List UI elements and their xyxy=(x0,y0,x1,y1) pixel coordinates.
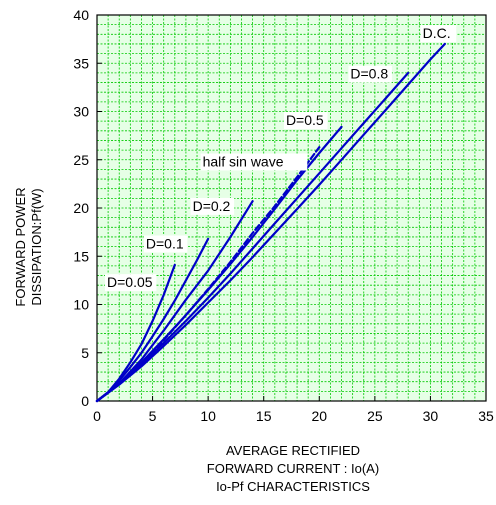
grid xyxy=(97,15,486,401)
y-tick-label: 10 xyxy=(73,297,89,313)
series-line-d-0-1 xyxy=(95,237,210,403)
x-axis-label-line1: AVERAGE RECTIFIED xyxy=(226,443,360,458)
chart-caption: Io-Pf CHARACTERISTICS xyxy=(216,479,370,494)
series-annotations: D.C. D=0.8 D=0.5 half sin wave D=0.2 D=0.1 D=0… xyxy=(105,25,457,292)
series-lines xyxy=(95,42,446,403)
annotation-bg xyxy=(190,197,235,215)
x-tick-label: 10 xyxy=(200,408,216,424)
y-tick-label: 35 xyxy=(73,55,89,71)
annotation-bg xyxy=(283,112,328,130)
x-tick-label: 25 xyxy=(367,408,383,424)
y-axis: 0 5 10 15 20 25 30 35 40 xyxy=(73,7,102,409)
annotation-bg xyxy=(200,153,308,171)
annotation-half-sin-wave: half sin wave xyxy=(203,154,284,170)
y-tick-label: 20 xyxy=(73,200,89,216)
y-axis-label-line2: DISSIPATION:Pf(W) xyxy=(29,188,44,305)
annotation-bg xyxy=(420,25,457,43)
y-tick-label: 40 xyxy=(73,7,89,23)
x-tick-label: 35 xyxy=(478,408,494,424)
y-tick-label: 5 xyxy=(81,345,89,361)
x-tick-label: 15 xyxy=(256,408,272,424)
annotation-bg xyxy=(143,235,188,253)
series-line-d-0-5 xyxy=(95,125,343,403)
y-axis-label-line1: FORWARD POWER xyxy=(13,187,28,306)
x-axis-label-line2: FORWARD CURRENT : Io(A) xyxy=(207,461,379,476)
y-tick-label: 25 xyxy=(73,152,89,168)
x-axis: 0 5 10 15 20 25 30 35 xyxy=(93,396,494,424)
annotation-d-0-8: D=0.8 xyxy=(350,66,388,82)
annotation-d-0-1: D=0.1 xyxy=(146,236,184,252)
series-line-d-0-8 xyxy=(95,71,410,403)
series-line-d-c xyxy=(95,42,446,403)
y-tick-label: 0 xyxy=(81,393,89,409)
annotation-d-0-2: D=0.2 xyxy=(193,198,231,214)
annotation-bg xyxy=(105,274,157,292)
y-tick-label: 30 xyxy=(73,104,89,120)
annotation-bg xyxy=(348,65,392,83)
annotation-d-0-5: D=0.5 xyxy=(286,112,324,128)
annotation-d-c: D.C. xyxy=(423,25,451,41)
x-tick-label: 20 xyxy=(311,408,327,424)
x-tick-label: 0 xyxy=(93,408,101,424)
y-tick-label: 15 xyxy=(73,248,89,264)
annotation-d-0-05: D=0.05 xyxy=(107,274,153,290)
x-tick-label: 5 xyxy=(149,408,157,424)
x-tick-label: 30 xyxy=(423,408,439,424)
